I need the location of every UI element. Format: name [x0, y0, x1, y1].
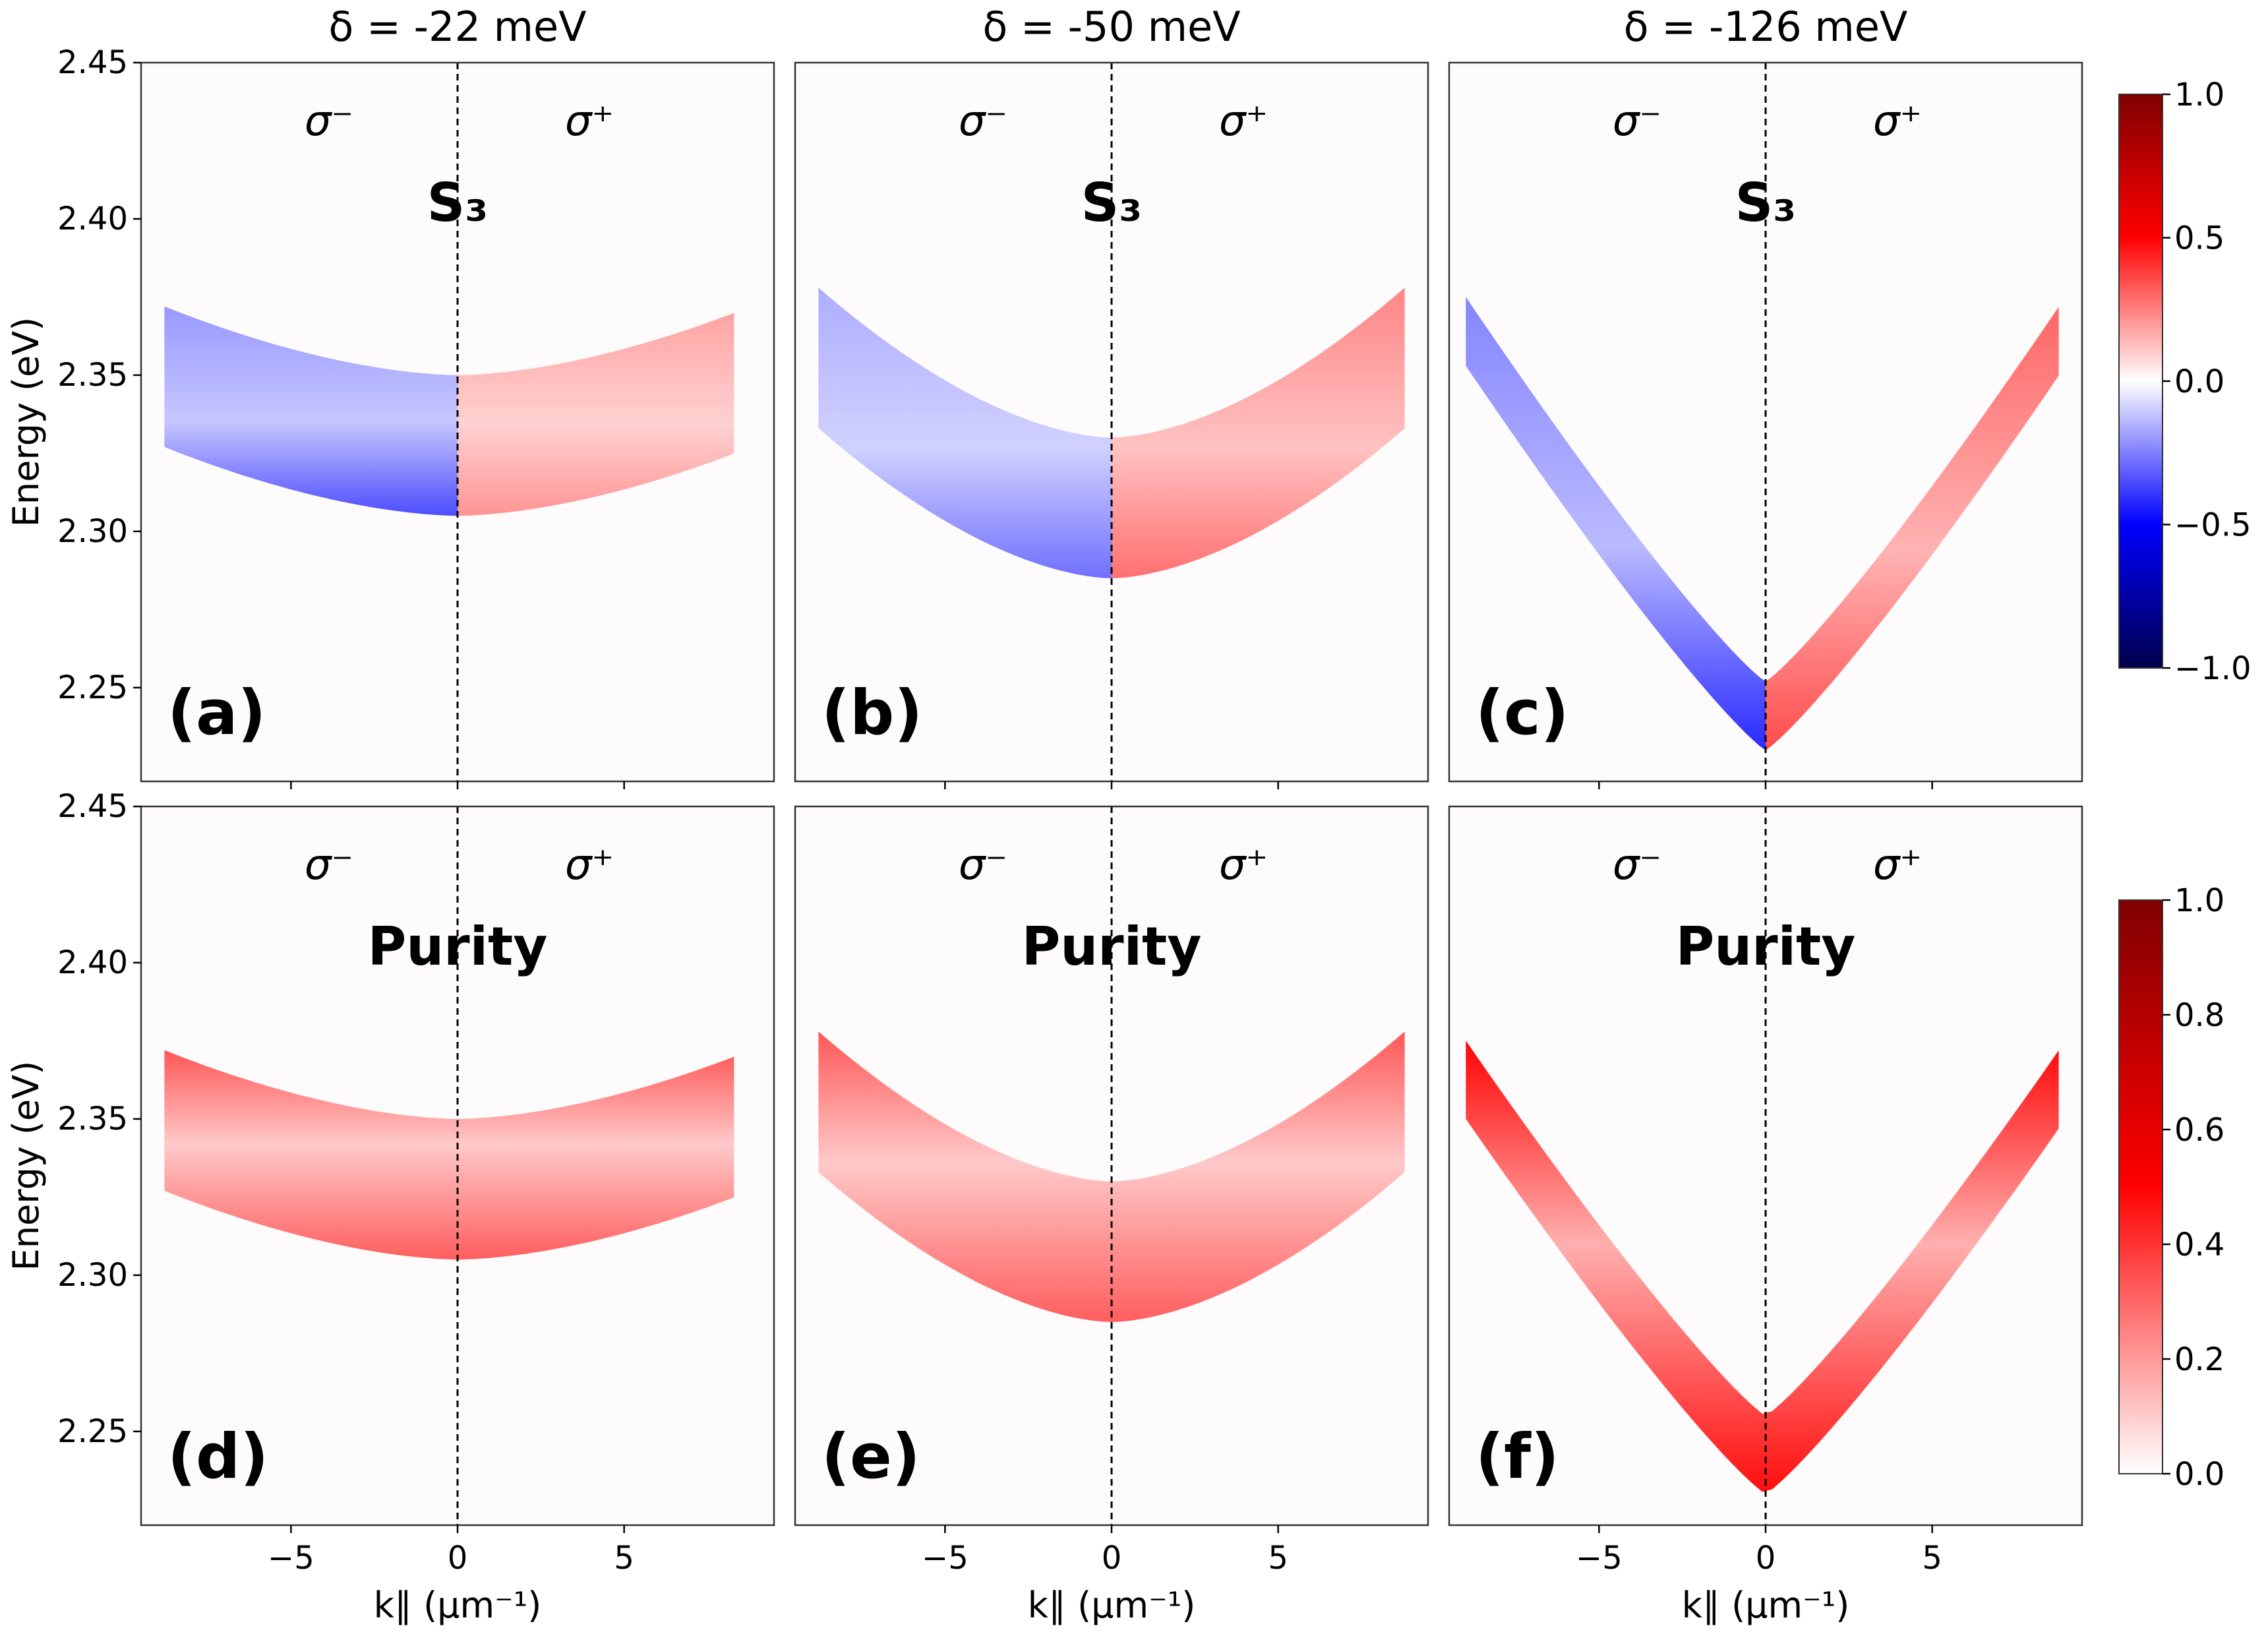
- sigma-minus-label: σ⁻: [1613, 97, 1661, 146]
- sigma-plus-label: σ⁺: [1873, 97, 1922, 146]
- band-sigma-plus: [458, 313, 734, 516]
- map-label: S₃: [1735, 172, 1797, 233]
- x-tick-label: 0: [1102, 1540, 1122, 1577]
- colorbar-purity: 1.0 0.8 0.6 0.4 0.2 0.0: [2118, 882, 2224, 1493]
- sigma-minus-label: σ⁻: [305, 97, 353, 146]
- band-purity: [818, 1031, 1405, 1322]
- x-axis-title: k∥ (μm⁻¹): [1028, 1585, 1196, 1626]
- panel-letter: (e): [821, 1421, 920, 1493]
- colorbar-tick-label: 0.8: [2174, 997, 2224, 1034]
- colorbar-tick-label: 1.0: [2174, 76, 2224, 113]
- x-tick-label: 5: [614, 1540, 634, 1577]
- band-sigma-minus: [164, 306, 458, 516]
- colorbar-s3: 1.0 0.5 0.0 −0.5 −1.0: [2118, 76, 2252, 687]
- panel-letter: (d): [167, 1421, 268, 1493]
- y-tick-label: 2.45: [57, 44, 128, 81]
- band-sigma-minus: [818, 287, 1112, 578]
- sigma-minus-label: σ⁻: [305, 841, 353, 890]
- band-sigma-minus: [1466, 297, 1766, 750]
- colorbar-tick-label: 0.6: [2174, 1112, 2224, 1149]
- colorbar-tick-label: −0.5: [2174, 507, 2252, 544]
- y-axis-title: Energy (eV): [5, 1061, 47, 1271]
- panel-letter: (c): [1476, 677, 1569, 749]
- x-axis-title: k∥ (μm⁻¹): [374, 1585, 542, 1626]
- map-label: Purity: [1022, 916, 1202, 977]
- y-tick-label: 2.35: [57, 1101, 128, 1137]
- colorbar-tick-label: 0.4: [2174, 1226, 2224, 1263]
- y-tick-label: 2.25: [57, 669, 128, 706]
- sigma-minus-label: σ⁻: [959, 841, 1007, 890]
- y-tick-label: 2.35: [57, 357, 128, 394]
- column-title: δ = -50 meV: [982, 3, 1240, 51]
- x-tick-label: −5: [922, 1540, 969, 1577]
- y-tick-label: 2.40: [57, 944, 128, 981]
- band-purity: [164, 1050, 734, 1260]
- band-group: [1466, 1041, 2059, 1492]
- panel-letter: (f): [1476, 1421, 1559, 1493]
- sigma-minus-label: σ⁻: [1613, 841, 1661, 890]
- colorbar-tick-label: 0.2: [2174, 1341, 2224, 1378]
- band-group: [818, 1031, 1405, 1322]
- y-tick-label: 2.30: [57, 513, 128, 550]
- panel-b: σ⁻ σ⁺ S₃ (b): [794, 61, 1429, 789]
- band-sigma-plus: [1112, 287, 1405, 578]
- colorbar-bar: [2118, 899, 2163, 1474]
- colorbar-tick-label: 1.0: [2174, 882, 2224, 919]
- y-tick-label: 2.25: [57, 1413, 128, 1450]
- band-purity: [1466, 1041, 2059, 1492]
- colorbar-tick-label: 0.0: [2174, 1456, 2224, 1493]
- sigma-plus-label: σ⁺: [1219, 97, 1268, 146]
- column-title: δ = -126 meV: [1624, 3, 1908, 51]
- x-axis-title: k∥ (μm⁻¹): [1682, 1585, 1850, 1626]
- band-sigma-plus: [1766, 307, 2059, 750]
- band-group: [818, 287, 1405, 578]
- colorbar-tick-label: 0.0: [2174, 363, 2224, 400]
- x-tick-label: 5: [1922, 1540, 1942, 1577]
- x-tick-label: 5: [1268, 1540, 1288, 1577]
- y-tick-label: 2.30: [57, 1257, 128, 1294]
- x-tick-label: −5: [268, 1540, 314, 1577]
- x-tick-label: 0: [448, 1540, 468, 1577]
- map-label: Purity: [1676, 916, 1856, 977]
- y-tick-label: 2.45: [57, 788, 128, 825]
- sigma-plus-label: σ⁺: [565, 97, 614, 146]
- map-label: S₃: [427, 172, 489, 233]
- map-label: S₃: [1081, 172, 1143, 233]
- y-axis-title: Energy (eV): [5, 317, 47, 528]
- sigma-minus-label: σ⁻: [959, 97, 1007, 146]
- colorbar-tick-label: −1.0: [2174, 650, 2252, 687]
- panel-letter: (a): [167, 677, 266, 749]
- map-label: Purity: [368, 916, 548, 977]
- y-tick-label: 2.40: [57, 200, 128, 237]
- panel-e: σ⁻ σ⁺ Purity (e) −5 0 5 k∥ (μm⁻¹): [794, 805, 1429, 1626]
- x-tick-label: 0: [1756, 1540, 1776, 1577]
- panel-c: σ⁻ σ⁺ S₃ (c): [1448, 61, 2083, 789]
- colorbar-tick-label: 0.5: [2174, 220, 2224, 257]
- sigma-plus-label: σ⁺: [565, 841, 614, 890]
- panel-letter: (b): [821, 677, 922, 749]
- band-group: [1466, 297, 2059, 750]
- colorbar-bar: [2118, 94, 2163, 669]
- panel-a: σ⁻ σ⁺ S₃ (a) 2.25 2.30 2.35 2.40 2.45: [57, 44, 775, 789]
- panel-d: σ⁻ σ⁺ Purity (d) 2.25 2.30 2.35 2.40 2.45 −5 0 5 k∥ …: [57, 788, 775, 1626]
- panel-f: σ⁻ σ⁺ Purity (f) −5 0 5 k∥ (μm⁻¹): [1448, 805, 2083, 1626]
- sigma-plus-label: σ⁺: [1873, 841, 1922, 890]
- band-group: [164, 306, 734, 516]
- x-tick-label: −5: [1576, 1540, 1623, 1577]
- sigma-plus-label: σ⁺: [1219, 841, 1268, 890]
- band-group: [164, 1050, 734, 1260]
- column-title: δ = -22 meV: [328, 3, 586, 51]
